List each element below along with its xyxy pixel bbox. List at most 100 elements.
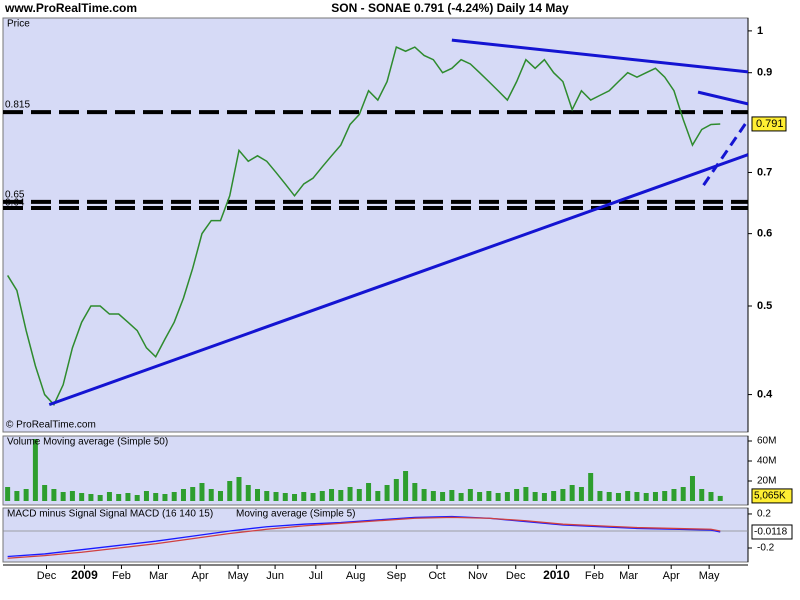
volume-bar bbox=[652, 492, 658, 501]
last-macd-label: -0.0118 bbox=[754, 527, 788, 538]
volume-bar bbox=[23, 489, 29, 501]
volume-bar bbox=[69, 491, 75, 501]
volume-bar bbox=[180, 489, 186, 501]
volume-bar bbox=[310, 493, 316, 501]
volume-bar bbox=[217, 491, 223, 501]
y-tick-label: 0.5 bbox=[757, 300, 772, 312]
volume-bar bbox=[643, 493, 649, 501]
last-value-box bbox=[751, 116, 787, 132]
volume-bar bbox=[329, 489, 335, 501]
y-tick-label: 0.2 bbox=[757, 509, 771, 520]
x-tick-label: May bbox=[228, 570, 249, 582]
volume-bar bbox=[393, 479, 399, 501]
volume-bar bbox=[689, 476, 695, 501]
volume-bar bbox=[699, 489, 705, 501]
volume-bar bbox=[88, 494, 94, 501]
level-label: 0.64 bbox=[5, 198, 25, 209]
volume-bar bbox=[486, 491, 492, 501]
panel-title: MACD minus Signal Signal MACD (16 140 15… bbox=[7, 509, 213, 520]
volume-bar bbox=[356, 489, 362, 501]
x-tick-label: 2010 bbox=[543, 568, 570, 582]
volume-bar bbox=[5, 487, 11, 501]
volume-bar bbox=[477, 492, 483, 501]
volume-bar bbox=[319, 491, 325, 501]
volume-bar bbox=[282, 493, 288, 501]
trendline bbox=[48, 153, 748, 407]
volume-bar bbox=[588, 473, 594, 501]
volume-bar bbox=[421, 489, 427, 501]
panel bbox=[2, 17, 749, 433]
chart-title: SON - SONAE 0.791 (-4.24%) Daily 14 May bbox=[331, 1, 569, 15]
panel-title: Volume Moving average (Simple 50) bbox=[7, 437, 168, 448]
volume-bar bbox=[403, 471, 409, 501]
volume-bar bbox=[153, 493, 159, 501]
volume-bar bbox=[106, 492, 112, 501]
volume-bar bbox=[255, 489, 261, 501]
volume-bar bbox=[162, 494, 168, 501]
x-tick-label: Dec bbox=[37, 570, 57, 582]
volume-bar bbox=[264, 491, 270, 501]
volume-bar bbox=[14, 491, 20, 501]
volume-bar bbox=[523, 487, 529, 501]
last-macd-box bbox=[751, 524, 793, 540]
x-tick-label: Feb bbox=[112, 570, 131, 582]
volume-bar bbox=[42, 485, 48, 501]
last-value-label: 0.791 bbox=[756, 118, 784, 130]
x-tick-label: Mar bbox=[619, 570, 638, 582]
price-line bbox=[6, 46, 721, 406]
volume-bar bbox=[116, 494, 122, 501]
volume-bar bbox=[569, 485, 575, 501]
y-tick-label: 0.6 bbox=[757, 228, 772, 240]
volume-bar bbox=[514, 489, 520, 501]
level-label: 0.815 bbox=[5, 100, 30, 111]
volume-bar bbox=[671, 489, 677, 501]
x-tick-label: May bbox=[699, 570, 720, 582]
trendline bbox=[451, 38, 748, 74]
volume-bar bbox=[32, 439, 38, 501]
x-tick-label: Sep bbox=[387, 570, 407, 582]
volume-bar bbox=[430, 491, 436, 501]
volume-bar bbox=[449, 490, 455, 501]
volume-bar bbox=[97, 495, 103, 501]
plot bbox=[3, 515, 748, 559]
volume-bar bbox=[532, 492, 538, 501]
plot bbox=[5, 439, 723, 501]
volume-bar bbox=[560, 489, 566, 501]
watermark: © ProRealTime.com bbox=[6, 420, 96, 431]
x-tick-label: Apr bbox=[192, 570, 209, 582]
panel bbox=[2, 507, 749, 563]
volume-bar bbox=[375, 491, 381, 501]
volume-bar bbox=[412, 483, 418, 501]
x-tick-label: Mar bbox=[149, 570, 168, 582]
volume-bar bbox=[615, 493, 621, 501]
x-tick-label: Dec bbox=[506, 570, 526, 582]
site-name: www.ProRealTime.com bbox=[4, 1, 137, 15]
x-tick-label: Jul bbox=[309, 570, 323, 582]
y-tick-label: 0.4 bbox=[757, 388, 773, 400]
plot bbox=[3, 38, 748, 407]
volume-bar bbox=[708, 492, 714, 501]
volume-bar bbox=[717, 495, 723, 501]
y-tick-label: -0.2 bbox=[757, 543, 775, 554]
x-tick-label: Apr bbox=[663, 570, 680, 582]
volume-bar bbox=[578, 487, 584, 501]
volume-bar bbox=[366, 483, 372, 501]
x-tick-label: Nov bbox=[468, 570, 488, 582]
volume-bar bbox=[338, 490, 344, 501]
y-tick-label: 40M bbox=[757, 456, 776, 467]
volume-bar bbox=[467, 489, 473, 501]
volume-bar bbox=[597, 491, 603, 501]
volume-bar bbox=[504, 492, 510, 501]
x-tick-label: Feb bbox=[585, 570, 604, 582]
y-tick-label: 0.7 bbox=[757, 166, 772, 178]
trendline bbox=[702, 119, 748, 186]
volume-bar bbox=[301, 492, 307, 501]
last-volume-box bbox=[751, 488, 793, 504]
volume-bar bbox=[79, 493, 85, 501]
volume-bar bbox=[458, 493, 464, 501]
macd-line bbox=[7, 515, 721, 558]
y-tick-label: 20M bbox=[757, 476, 776, 487]
volume-bar bbox=[680, 487, 686, 501]
volume-bar bbox=[606, 492, 612, 501]
volume-bar bbox=[662, 491, 668, 501]
